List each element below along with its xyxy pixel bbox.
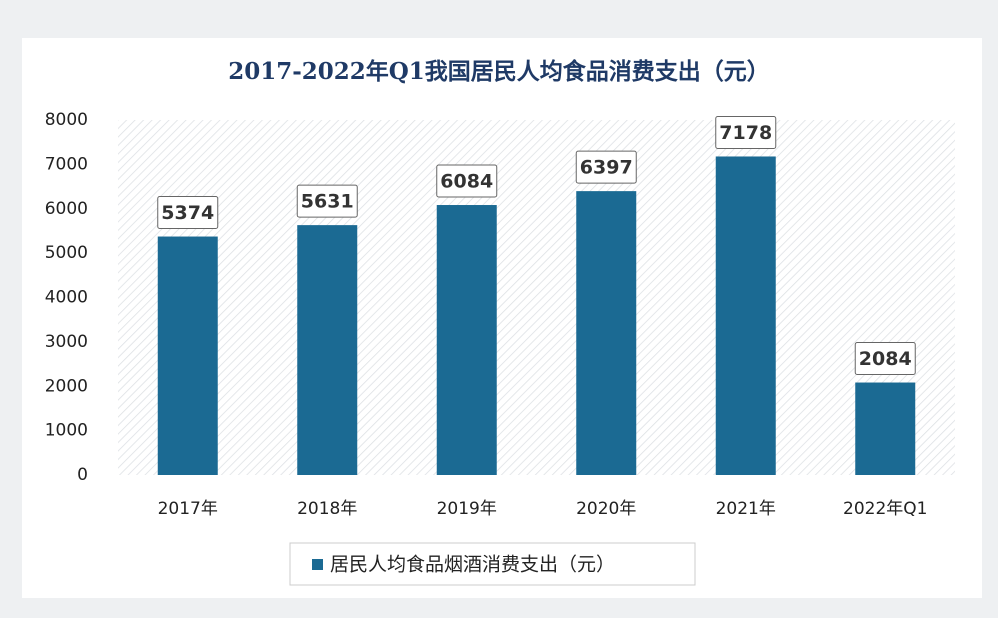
bar: [855, 382, 916, 475]
value-label: 5631: [301, 191, 354, 213]
y-tick-label: 8000: [45, 110, 88, 130]
legend-swatch: [312, 559, 323, 570]
x-tick-label: 2019年: [437, 499, 497, 519]
legend-box: [289, 542, 696, 586]
value-label: 5374: [161, 202, 214, 224]
plot-area: [118, 120, 955, 475]
legend-label: 居民人均食品烟酒消费支出（元）: [330, 554, 615, 576]
x-tick-label: 2022年Q1: [843, 499, 927, 519]
x-tick-label: 2021年: [716, 499, 776, 519]
y-tick-label: 4000: [45, 288, 88, 308]
y-tick-label: 7000: [45, 154, 88, 174]
y-tick-label: 1000: [45, 421, 88, 441]
value-label: 6084: [440, 171, 493, 193]
value-label: 2084: [859, 348, 912, 370]
y-tick-label: 6000: [45, 199, 88, 219]
x-tick-label: 2017年: [158, 499, 218, 519]
y-tick-label: 2000: [45, 376, 88, 396]
value-label: 6397: [580, 157, 633, 179]
value-label-box: [157, 196, 219, 230]
value-label-box: [296, 184, 358, 218]
x-tick-label: 2020年: [576, 499, 636, 519]
bar: [436, 205, 497, 475]
y-tick-label: 3000: [45, 332, 88, 352]
value-label-box: [436, 164, 498, 198]
value-label-box: [715, 115, 777, 149]
bar: [157, 236, 218, 475]
bar: [576, 191, 637, 475]
chart-title: 2017-2022年Q1我国居民人均食品消费支出（元）: [228, 58, 770, 85]
y-tick-label: 5000: [45, 243, 88, 263]
value-label: 7178: [719, 122, 772, 144]
y-tick-label: 0: [77, 465, 88, 485]
bar: [715, 156, 776, 475]
value-label-box: [854, 342, 916, 376]
bar: [297, 225, 358, 475]
x-tick-label: 2018年: [297, 499, 357, 519]
value-label-box: [575, 150, 637, 184]
legend: 居民人均食品烟酒消费支出（元）: [289, 542, 696, 586]
